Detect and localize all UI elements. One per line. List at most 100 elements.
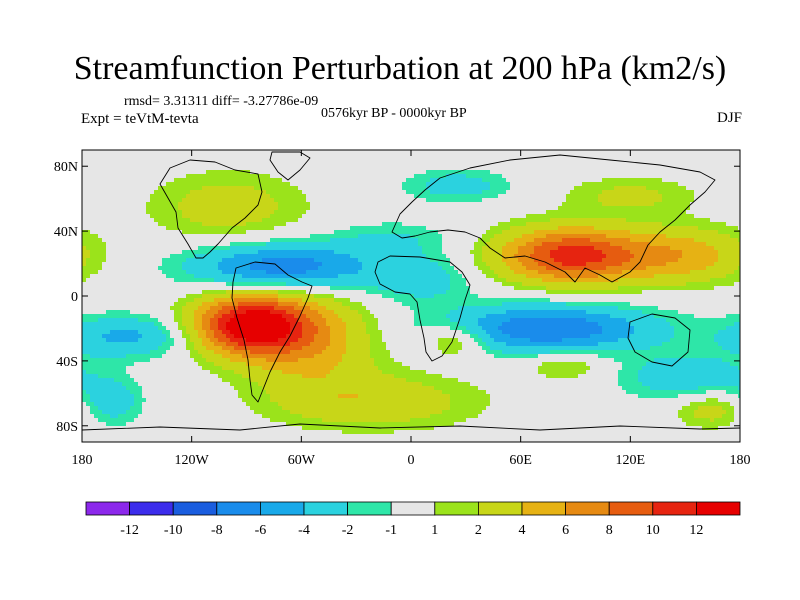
- field-cell: [178, 234, 183, 239]
- field-cell: [602, 210, 607, 215]
- field-cell: [734, 162, 739, 167]
- field-cell: [534, 230, 539, 235]
- field-cell: [330, 202, 335, 207]
- field-cell: [98, 178, 103, 183]
- field-cell: [626, 250, 631, 255]
- field-cell: [274, 166, 279, 171]
- field-cell: [530, 202, 535, 207]
- field-cell: [326, 182, 331, 187]
- field-cell: [446, 190, 451, 195]
- field-cell: [634, 190, 639, 195]
- field-cell: [674, 238, 679, 243]
- field-cell: [334, 250, 339, 255]
- field-cell: [702, 250, 707, 255]
- field-cell: [590, 206, 595, 211]
- field-cell: [290, 246, 295, 251]
- field-cell: [294, 158, 299, 163]
- field-cell: [238, 226, 243, 231]
- field-cell: [470, 210, 475, 215]
- field-cell: [426, 178, 431, 183]
- field-cell: [86, 242, 91, 247]
- field-cell: [302, 242, 307, 247]
- field-cell: [602, 226, 607, 231]
- field-cell: [310, 242, 315, 247]
- field-cell: [198, 214, 203, 219]
- field-cell: [190, 182, 195, 187]
- field-cell: [102, 194, 107, 199]
- field-cell: [386, 150, 391, 155]
- field-cell: [362, 162, 367, 167]
- field-cell: [98, 266, 103, 271]
- field-cell: [630, 246, 635, 251]
- field-cell: [298, 226, 303, 231]
- field-cell: [662, 162, 667, 167]
- field-cell: [338, 178, 343, 183]
- field-cell: [382, 186, 387, 191]
- field-cell: [170, 182, 175, 187]
- field-cell: [326, 202, 331, 207]
- field-cell: [314, 254, 319, 259]
- field-cell: [614, 226, 619, 231]
- field-cell: [550, 166, 555, 171]
- field-cell: [634, 218, 639, 223]
- field-cell: [102, 206, 107, 211]
- field-cell: [698, 206, 703, 211]
- field-cell: [210, 154, 215, 159]
- field-cell: [582, 198, 587, 203]
- field-cell: [158, 170, 163, 175]
- field-cell: [454, 230, 459, 235]
- field-cell: [206, 250, 211, 255]
- field-cell: [550, 170, 555, 175]
- field-cell: [166, 230, 171, 235]
- field-cell: [506, 190, 511, 195]
- field-cell: [194, 170, 199, 175]
- field-cell: [514, 178, 519, 183]
- field-cell: [558, 254, 563, 259]
- field-cell: [714, 150, 719, 155]
- field-cell: [86, 246, 91, 251]
- field-cell: [670, 238, 675, 243]
- field-cell: [602, 222, 607, 227]
- field-cell: [670, 186, 675, 191]
- field-cell: [318, 230, 323, 235]
- field-cell: [530, 154, 535, 159]
- field-cell: [346, 186, 351, 191]
- field-cell: [94, 206, 99, 211]
- field-cell: [642, 170, 647, 175]
- field-cell: [450, 238, 455, 243]
- field-cell: [258, 150, 263, 155]
- field-cell: [282, 182, 287, 187]
- field-cell: [178, 254, 183, 259]
- field-cell: [550, 190, 555, 195]
- field-cell: [434, 250, 439, 255]
- field-cell: [662, 190, 667, 195]
- field-cell: [86, 226, 91, 231]
- field-cell: [206, 254, 211, 259]
- field-cell: [722, 246, 727, 251]
- field-cell: [362, 262, 367, 267]
- field-cell: [606, 214, 611, 219]
- field-cell: [210, 246, 215, 251]
- field-cell: [650, 198, 655, 203]
- field-cell: [326, 198, 331, 203]
- field-cell: [690, 198, 695, 203]
- field-cell: [322, 218, 327, 223]
- field-cell: [726, 166, 731, 171]
- field-cell: [734, 222, 739, 227]
- field-cell: [386, 266, 391, 271]
- field-cell: [406, 226, 411, 231]
- field-cell: [666, 178, 671, 183]
- field-cell: [82, 238, 87, 243]
- field-cell: [534, 150, 539, 155]
- field-cell: [522, 266, 527, 271]
- field-cell: [270, 214, 275, 219]
- field-cell: [102, 222, 107, 227]
- field-cell: [398, 174, 403, 179]
- field-cell: [374, 154, 379, 159]
- field-cell: [634, 214, 639, 219]
- field-cell: [278, 242, 283, 247]
- field-cell: [430, 230, 435, 235]
- field-cell: [306, 166, 311, 171]
- field-cell: [98, 218, 103, 223]
- field-cell: [614, 202, 619, 207]
